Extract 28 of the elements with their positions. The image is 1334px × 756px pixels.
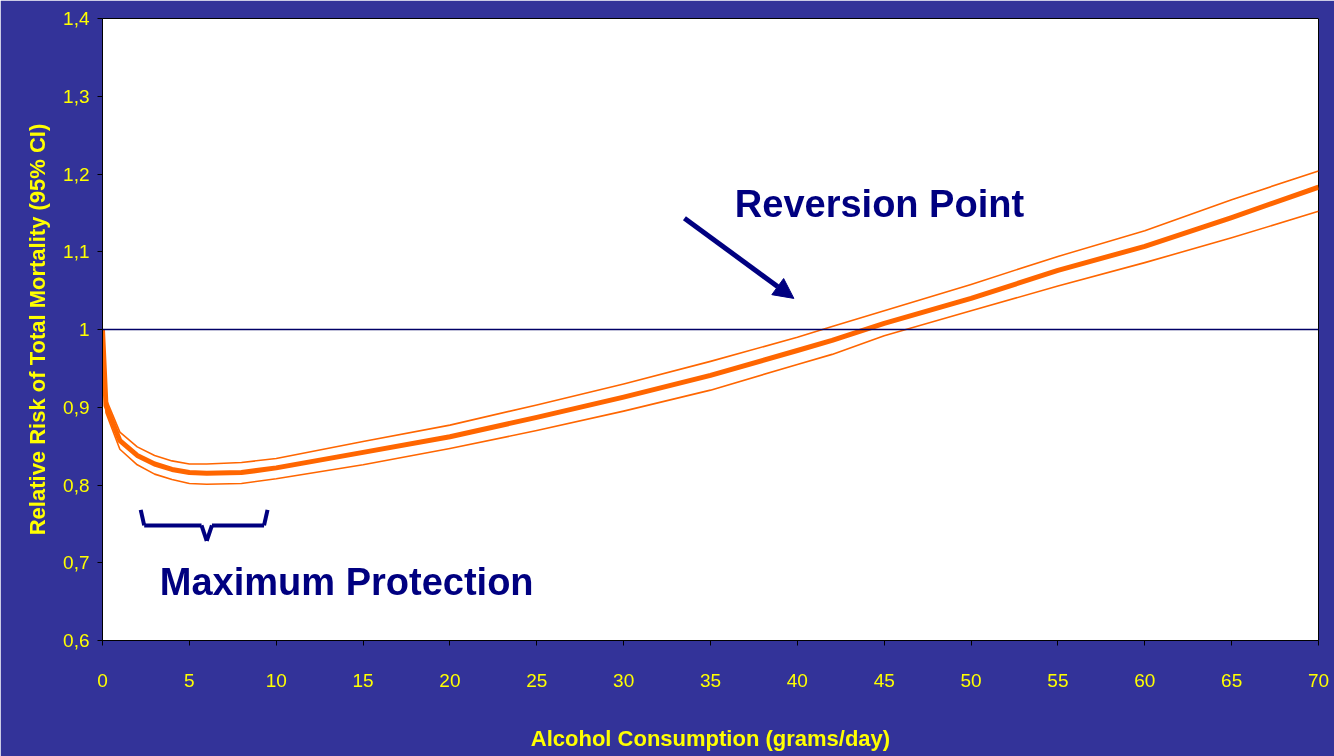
x-axis-title: Alcohol Consumption (grams/day) — [530, 725, 891, 751]
x-tick-label: 60 — [1134, 669, 1156, 691]
y-tick-label: 0,7 — [63, 552, 90, 574]
y-axis-title: Relative Risk of Total Mortality (95% CI) — [25, 123, 51, 536]
y-tick-label: 1,1 — [63, 241, 90, 263]
y-tick-label: 1,4 — [63, 8, 90, 29]
x-tick-label: 0 — [97, 669, 108, 691]
x-tick-label: 5 — [184, 669, 195, 691]
x-tick-label: 55 — [1047, 669, 1069, 691]
x-tick-label: 45 — [873, 669, 895, 691]
x-tick-label: 70 — [1307, 669, 1330, 691]
x-tick-label: 50 — [960, 669, 982, 691]
x-tick-label: 40 — [786, 669, 808, 691]
y-tick-label: 1,2 — [63, 163, 90, 185]
x-tick-label: 65 — [1221, 669, 1243, 691]
y-tick-label: 0,6 — [63, 630, 90, 651]
x-tick-label: 35 — [699, 669, 722, 691]
x-tick-label: 10 — [265, 669, 287, 691]
annotation: Reversion Point — [734, 182, 1025, 225]
y-tick-label: 0,9 — [63, 396, 90, 418]
x-tick-label: 20 — [439, 669, 461, 691]
annotation: Maximum Protection — [159, 561, 534, 604]
x-tick-label: 30 — [613, 669, 635, 691]
y-tick-label: 1,3 — [63, 85, 90, 107]
y-tick-label: 0,8 — [63, 474, 90, 496]
x-tick-label: 25 — [526, 669, 548, 691]
y-tick-label: 1 — [78, 319, 90, 340]
x-tick-label: 15 — [352, 669, 374, 691]
